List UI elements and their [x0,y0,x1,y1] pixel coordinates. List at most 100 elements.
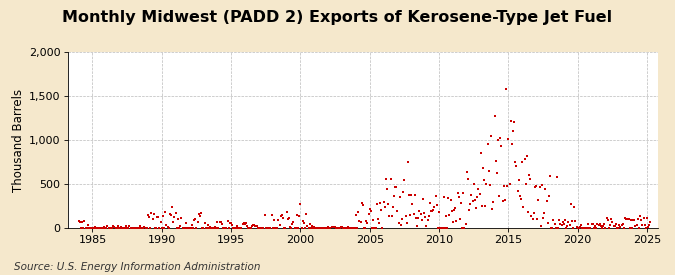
Point [572,226,583,230]
Point [470,197,481,202]
Point [130,226,140,230]
Point [420,215,431,219]
Point [337,225,348,229]
Point [350,212,361,217]
Point [436,226,447,230]
Point [358,226,369,230]
Point [520,182,531,186]
Point [234,226,244,230]
Point [175,224,186,229]
Point [215,220,226,224]
Point [240,222,250,227]
Point [524,173,535,178]
Point [332,226,343,230]
Point [525,177,536,181]
Point [97,226,108,230]
Point [263,226,273,230]
Point [197,226,208,230]
Point [261,226,271,230]
Point [437,226,448,230]
Point [223,226,234,230]
Point [178,226,189,230]
Point [186,223,197,227]
Point [184,226,195,230]
Point [645,220,656,224]
Point [123,226,134,230]
Point [456,201,466,205]
Point [566,219,577,223]
Point [478,166,489,171]
Point [100,226,111,230]
Point [153,215,164,219]
Point [637,223,648,227]
Point [190,217,200,221]
Point [562,224,572,229]
Point [168,220,179,224]
Point [449,208,460,212]
Point [553,226,564,230]
Point [183,226,194,230]
Point [138,226,148,230]
Point [129,226,140,230]
Point [286,226,296,230]
Point [281,209,292,214]
Point [121,224,132,228]
Point [465,201,476,206]
Point [402,221,412,226]
Point [550,226,561,230]
Point [425,200,435,205]
Point [206,226,217,230]
Point [422,218,433,223]
Point [425,208,436,213]
Point [597,226,608,230]
Point [608,224,619,228]
Point [587,222,598,226]
Point [157,226,167,230]
Point [296,226,307,230]
Point [538,215,549,220]
Point [181,221,192,226]
Point [165,211,176,216]
Point [466,193,477,197]
Point [582,226,593,230]
Point [590,224,601,228]
Point [485,183,495,187]
Point [310,226,321,230]
Point [331,226,342,230]
Point [171,226,182,230]
Point [194,214,205,218]
Point [250,224,261,228]
Point [230,226,241,230]
Point [287,221,298,226]
Point [506,142,517,146]
Point [632,217,643,221]
Point [398,190,408,194]
Point [103,226,114,230]
Point [634,214,645,218]
Point [335,225,346,229]
Point [477,204,487,208]
Point [94,226,105,230]
Point [119,226,130,230]
Point [350,226,360,230]
Point [204,226,215,230]
Point [243,226,254,230]
Point [545,174,556,178]
Point [110,226,121,230]
Point [265,226,276,230]
Point [480,204,491,208]
Point [87,225,98,230]
Point [259,213,270,218]
Point [334,226,345,230]
Point [176,215,187,220]
Point [410,215,421,220]
Point [169,215,180,219]
Point [165,213,176,217]
Point [313,226,323,230]
Point [173,226,184,230]
Point [501,87,512,91]
Point [290,226,300,230]
Point [516,197,526,201]
Point [360,226,371,230]
Point [74,220,85,224]
